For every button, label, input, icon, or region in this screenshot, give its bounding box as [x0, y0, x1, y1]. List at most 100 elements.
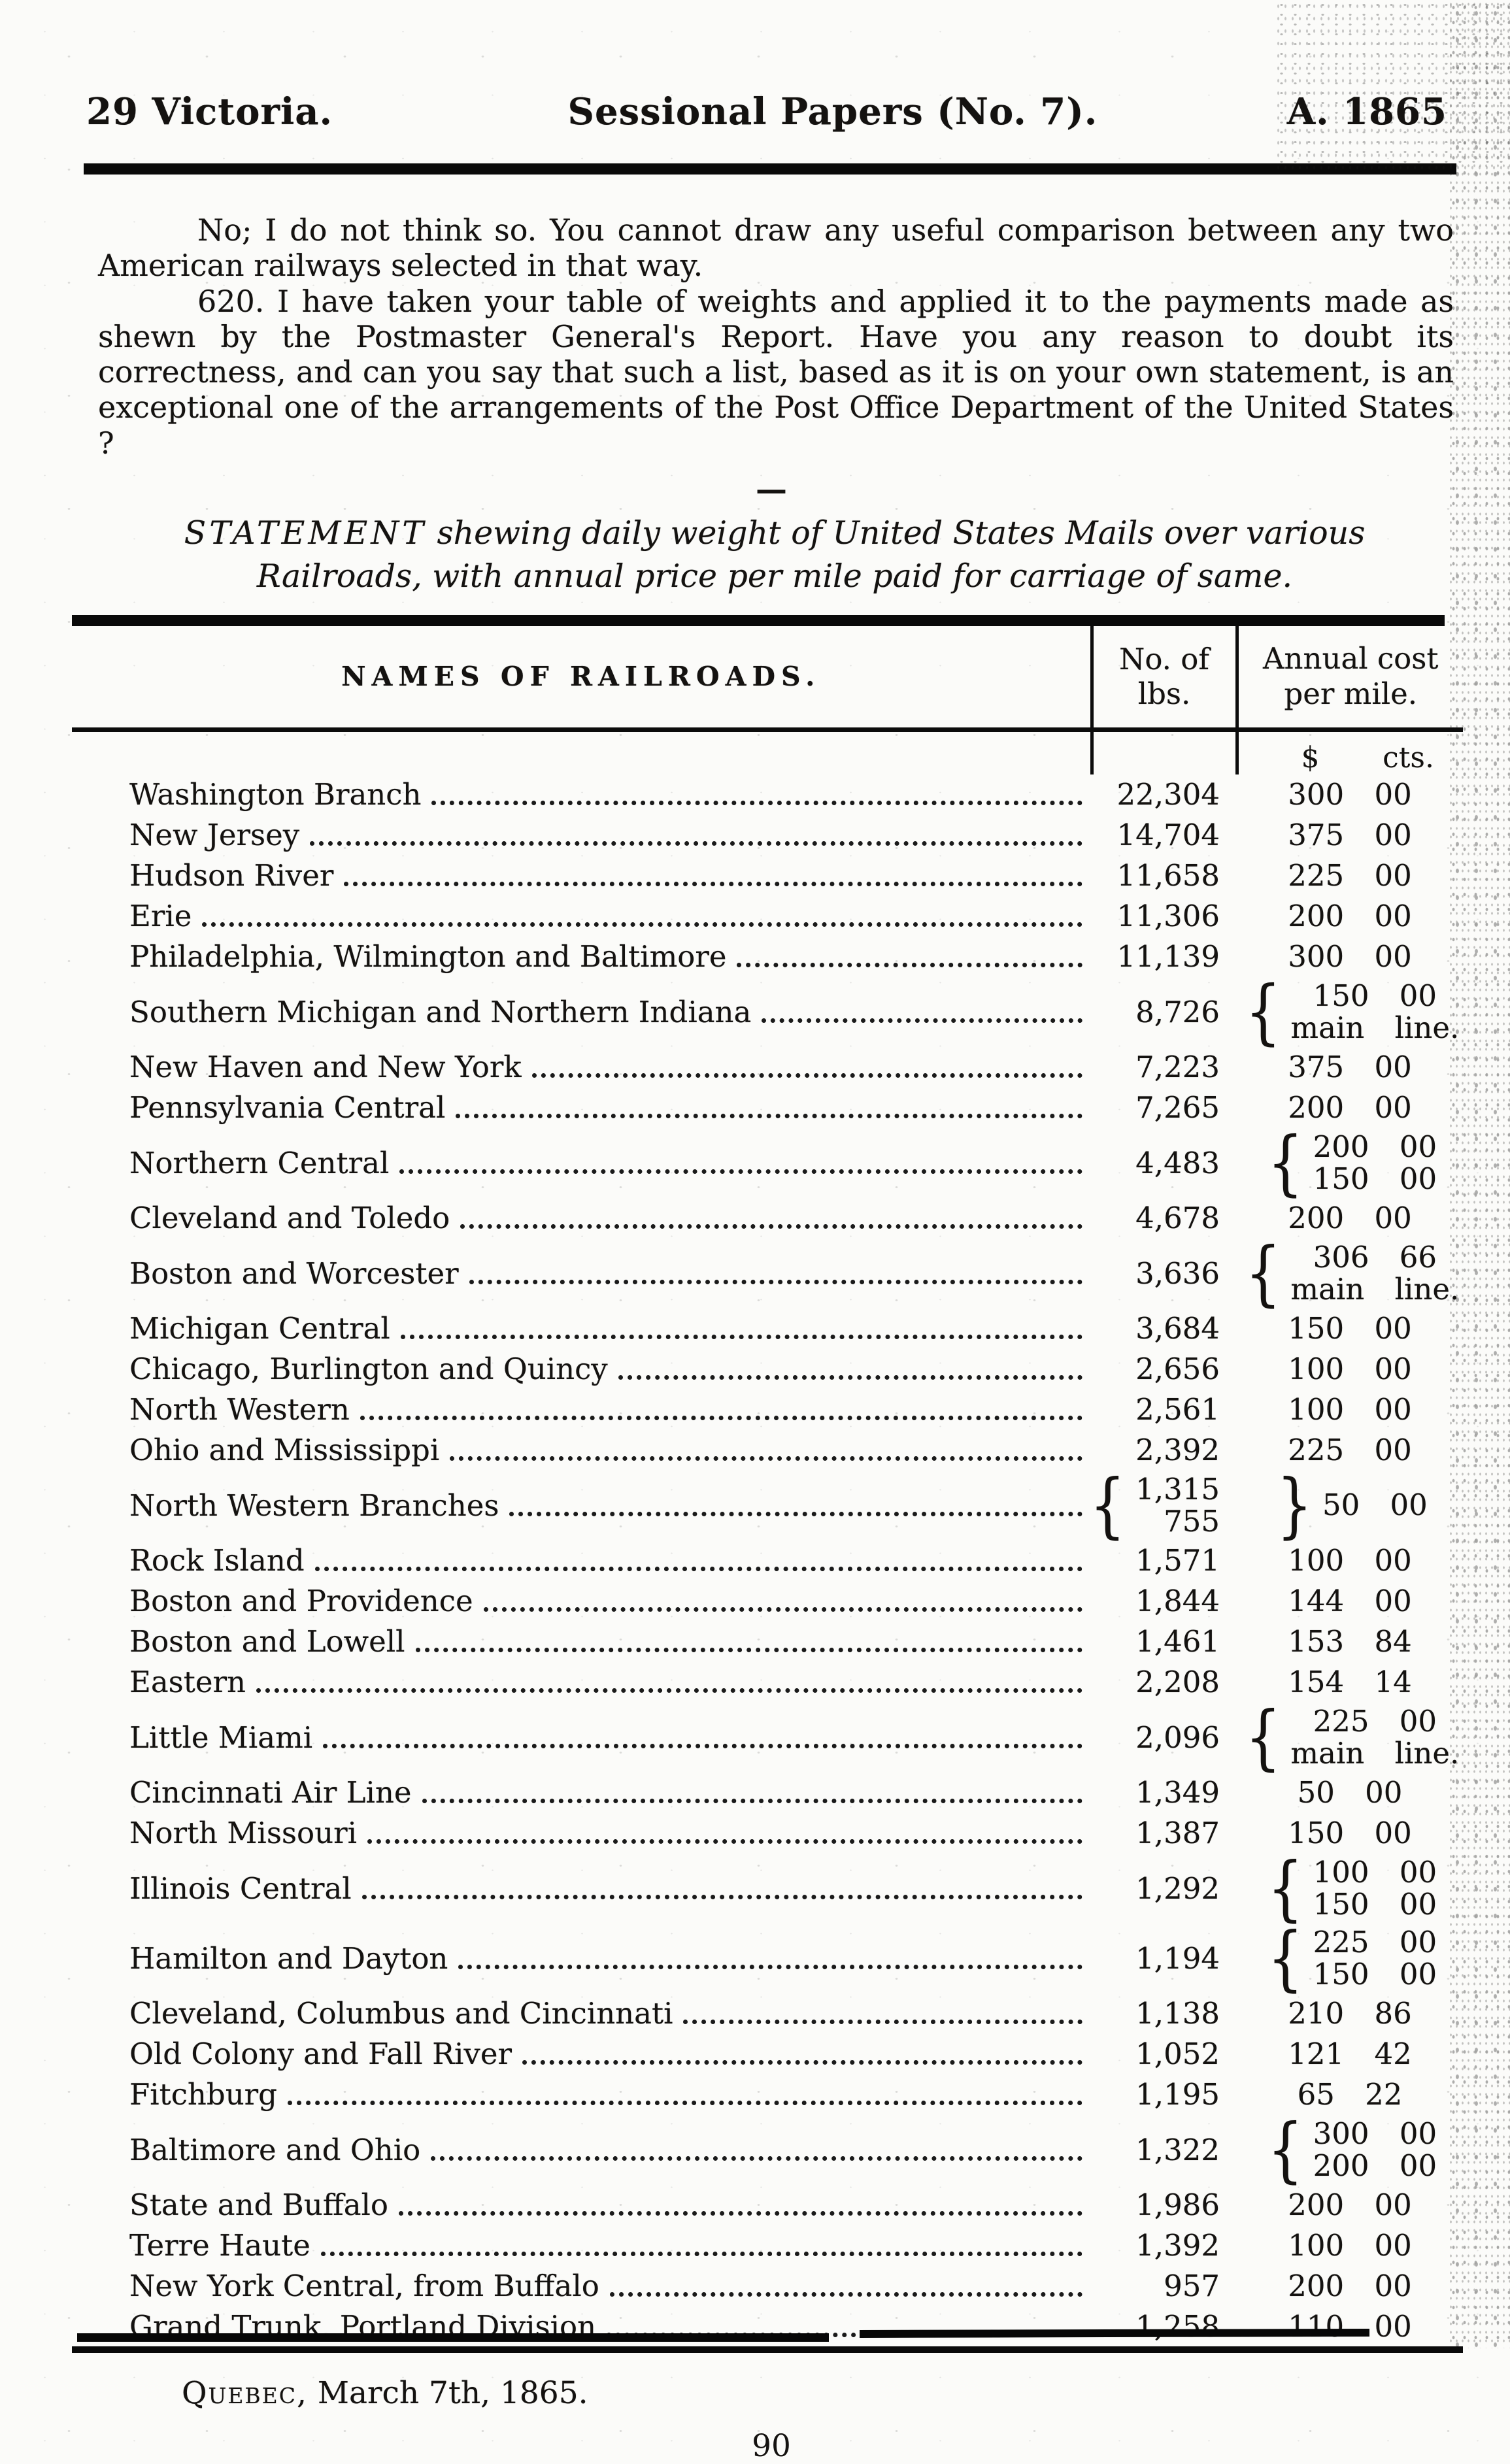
cost-brace-group: } 50 00: [1237, 1470, 1463, 1540]
cost-cell: 300 00: [1237, 774, 1463, 815]
railroad-name: Philadelphia, Wilmington and Baltimore: [129, 939, 727, 974]
leader-dots: [360, 1416, 1082, 1421]
railroad-name: Hamilton and Dayton: [129, 1940, 448, 1976]
lbs-value: 3,684: [1135, 1311, 1220, 1346]
lbs-value: 2,561: [1135, 1392, 1220, 1427]
cost-cell: 110 00: [1237, 2306, 1463, 2350]
year-label: A. 1865: [1286, 90, 1447, 133]
name-line: Hudson River: [129, 858, 1092, 893]
lbs-cell: 3,684: [1092, 1308, 1237, 1349]
name-line: Boston and Lowell: [129, 1624, 1092, 1659]
railroad-name: Erie: [129, 899, 192, 934]
name-line: New Jersey: [129, 818, 1092, 852]
cost-stack: 306 66 main line.: [1290, 1241, 1459, 1306]
lbs-value: 11,658: [1116, 858, 1220, 893]
cost-brace-group: {225 00 150 00: [1237, 1923, 1463, 1993]
lbs-cell: 2,392: [1092, 1430, 1237, 1471]
cost-brace-group: {300 00 200 00: [1237, 2114, 1463, 2185]
railroad-name-cell: Chicago, Burlington and Quincy: [72, 1349, 1092, 1390]
name-line: Cleveland, Columbus and Cincinnati: [129, 1996, 1092, 2031]
lbs-cell: 3,636: [1092, 1239, 1237, 1308]
railroad-name-cell: North Western Branches: [72, 1471, 1092, 1540]
brace-icon: {: [1245, 971, 1281, 1053]
cost-value: main line.: [1290, 1736, 1460, 1771]
cost-value: 200 00: [1288, 2269, 1412, 2304]
railroad-name: Michigan Central: [129, 1311, 390, 1346]
railroad-name: North Missouri: [129, 1816, 357, 1851]
leader-dots: [458, 1964, 1082, 1969]
column-header-lbs: No. of lbs.: [1090, 626, 1237, 732]
cost-value: 100 00: [1288, 1543, 1412, 1578]
cost-cell: 150 00: [1237, 1308, 1463, 1349]
cost-cell: 153 84: [1237, 1622, 1463, 1662]
lbs-value: 1,195: [1135, 2077, 1220, 2112]
name-line: Little Miami: [129, 1720, 1092, 1755]
cost-value: 300 00: [1313, 2116, 1437, 2151]
table-row: Illinois Central 1,292 {100 00 150 00: [72, 1853, 1463, 1923]
cost-stack: 100 00 150 00: [1313, 1856, 1437, 1921]
railroad-name: Baltimore and Ohio: [129, 2132, 421, 2167]
cost-value: 100 00: [1313, 1854, 1437, 1890]
name-line: Illinois Central: [129, 1871, 1092, 1906]
railroad-name-cell: Terre Haute: [72, 2225, 1092, 2266]
cost-cell: 154 14: [1237, 1662, 1463, 1703]
railroad-name: Pennsylvania Central: [129, 1090, 446, 1125]
table-row: Fitchburg 1,195 65 22: [72, 2074, 1463, 2115]
scan-noise-top-right-corner: [1275, 0, 1510, 170]
lbs-value: 2,392: [1135, 1433, 1220, 1468]
leader-dots: [522, 2060, 1082, 2065]
lbs-cell: 11,306: [1092, 896, 1237, 937]
cost-value: main line.: [1290, 1010, 1460, 1046]
lbs-cell: 2,096: [1092, 1703, 1237, 1773]
lbs-value: 1,392: [1135, 2228, 1220, 2263]
lbs-value: 2,096: [1135, 1720, 1220, 1755]
table-row: Old Colony and Fall River 1,052 121 42: [72, 2034, 1463, 2074]
cost-value: 225 00: [1288, 858, 1412, 893]
cost-stack: 50 00: [1322, 1489, 1428, 1522]
name-line: North Missouri: [129, 1816, 1092, 1850]
cost-cell: 65 22: [1237, 2074, 1463, 2115]
cost-cell: 225 00: [1237, 856, 1463, 896]
railroad-name-cell: Cleveland and Toledo: [72, 1198, 1092, 1239]
railroad-name-cell: Boston and Worcester: [72, 1239, 1092, 1308]
table-header-row: NAMES OF RAILROADS. No. of lbs. Annual c…: [72, 626, 1463, 732]
lbs-cell: 1,194: [1092, 1923, 1237, 1993]
name-line: Philadelphia, Wilmington and Baltimore: [129, 939, 1092, 974]
cost-value: 100 00: [1288, 2228, 1412, 2263]
lbs-stack: 1,315 755: [1135, 1473, 1220, 1538]
cost-value: 306 66: [1313, 1239, 1437, 1274]
name-line: State and Buffalo: [129, 2188, 1092, 2222]
cost-value: 200 00: [1288, 1201, 1412, 1236]
table-row: North Western Branches {1,315 755} 50 00: [72, 1470, 1463, 1540]
railroad-name-cell: New York Central, from Buffalo: [72, 2266, 1092, 2306]
column-header-cost: Annual cost per mile.: [1235, 626, 1463, 732]
lbs-cell: 1,258: [1092, 2306, 1237, 2350]
name-line: New York Central, from Buffalo: [129, 2269, 1092, 2303]
cost-stack: 300 00 200 00: [1313, 2118, 1437, 2182]
railroad-name-cell: Cleveland, Columbus and Cincinnati: [72, 1993, 1092, 2034]
railroad-name: Terre Haute: [129, 2228, 310, 2263]
cost-value: 200 00: [1288, 899, 1412, 934]
table-row: Grand Trunk, Portland Division 1,258 110 0…: [72, 2306, 1463, 2350]
cost-cell: } 50 00: [1237, 1470, 1463, 1540]
railroad-name: Old Colony and Fall River: [129, 2037, 512, 2072]
cost-cell: {225 00 main line.: [1237, 1702, 1463, 1773]
leader-dots: [531, 1073, 1082, 1078]
cost-cell: 150 00: [1237, 1813, 1463, 1854]
railroad-name-cell: State and Buffalo: [72, 2185, 1092, 2225]
cost-value: 154 14: [1288, 1665, 1412, 1700]
leader-dots: [344, 882, 1082, 887]
table-row: Cincinnati Air Line 1,349 50 00: [72, 1773, 1463, 1813]
cost-cell: 100 00: [1237, 2225, 1463, 2266]
lbs-value: 957: [1164, 2269, 1220, 2304]
leader-dots: [320, 2252, 1082, 2257]
railroad-name-cell: Pennsylvania Central: [72, 1088, 1092, 1128]
lbs-cell: 1,138: [1092, 1993, 1237, 2034]
cost-value: 210 86: [1288, 1996, 1412, 2031]
cost-value: 150 00: [1313, 978, 1437, 1013]
name-line: Northern Central: [129, 1146, 1092, 1180]
railroad-name: Northern Central: [129, 1145, 390, 1180]
name-line: Washington Branch: [129, 777, 1092, 812]
table-row: Hudson River 11,658 225 00: [72, 856, 1463, 896]
leader-dots: [737, 963, 1082, 968]
